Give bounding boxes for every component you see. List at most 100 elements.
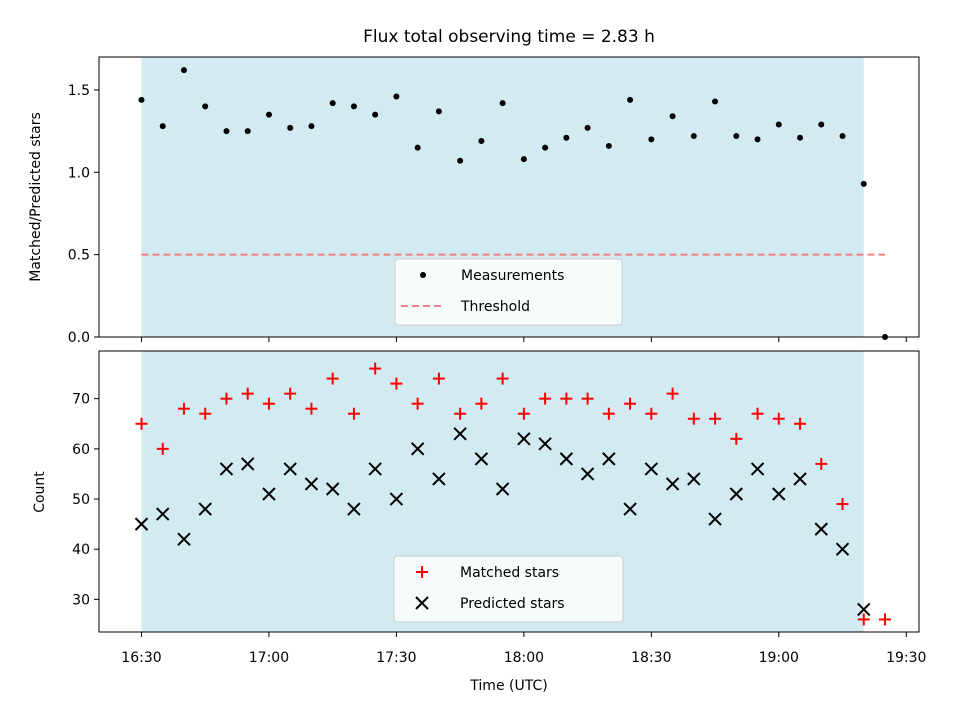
measurement-point (818, 121, 825, 128)
predicted-stars-point (580, 467, 595, 481)
predicted-stars-point (432, 472, 446, 486)
predicted-stars-point (559, 452, 574, 466)
legend-label: Threshold (460, 299, 530, 315)
top-y-tick-label: 0.5 (68, 248, 90, 264)
predicted-stars-point (177, 532, 191, 546)
bottom-y-tick-label: 70 (72, 392, 90, 408)
matched-stars-point (857, 613, 870, 626)
legend-box (393, 555, 624, 623)
matched-stars-point (177, 402, 190, 415)
matched-stars-point (539, 392, 552, 405)
matched-stars-point (454, 407, 467, 420)
predicted-stars-point (240, 457, 255, 471)
matched-stars-point (347, 407, 360, 420)
bottom-x-ticks: 16:30 17:00 17:30 18:00 18:30 19:00 19:30 (121, 632, 926, 666)
bottom-legend: Matched stars Predicted stars (393, 555, 624, 623)
matched-stars-point (794, 417, 807, 430)
measurement-point (584, 124, 591, 131)
matched-stars-point (666, 387, 679, 400)
matched-stars-point (730, 432, 743, 445)
predicted-stars-point (814, 522, 828, 536)
legend-label: Matched stars (460, 565, 559, 581)
predicted-stars-point (262, 487, 276, 501)
chart-title: Flux total observing time = 2.83 h (363, 27, 655, 47)
measurement-point (839, 133, 846, 140)
predicted-stars-point (134, 517, 149, 531)
predicted-stars-point (602, 452, 616, 466)
measurement-point (733, 133, 740, 140)
measurement-point (393, 93, 400, 100)
matched-stars-point (220, 392, 233, 405)
matched-stars-point (496, 372, 509, 385)
predicted-stars-point (708, 512, 722, 526)
predicted-stars-point (687, 472, 701, 486)
measurement-point (287, 124, 294, 131)
matched-stars-point (390, 377, 403, 390)
measurement-point (605, 142, 612, 149)
predicted-stars-point (793, 472, 807, 486)
legend-predicted-swatch (415, 596, 429, 610)
measurement-point (202, 103, 209, 110)
measurement-point (542, 144, 549, 151)
matched-stars-point (602, 407, 615, 420)
matched-stars-point (241, 387, 254, 400)
measurement-point (244, 128, 251, 135)
measurement-point (223, 128, 230, 135)
top-legend: Measurements Threshold (394, 258, 623, 326)
x-axis-label: Time (UTC) (469, 678, 547, 694)
matched-stars-point (581, 392, 594, 405)
x-tick-label: 17:00 (249, 650, 289, 666)
x-tick-label: 17:30 (376, 650, 416, 666)
measurement-point (435, 108, 442, 115)
predicted-stars-point (495, 482, 510, 496)
top-y-tick-label: 1.0 (68, 165, 90, 181)
legend-measurements-swatch (420, 272, 426, 278)
matched-stars-point (815, 457, 828, 470)
matched-stars-point (709, 412, 722, 425)
top-y-axis-label: Matched/Predicted stars (28, 112, 44, 282)
measurement-point (414, 144, 421, 151)
legend-box (394, 258, 623, 326)
measurement-point (159, 123, 166, 130)
legend-matched-swatch (416, 566, 428, 578)
x-tick-label: 16:30 (121, 650, 161, 666)
matched-stars-point (199, 407, 212, 420)
measurement-point (138, 96, 145, 103)
measurement-point (457, 157, 464, 164)
measurement-point (520, 156, 527, 163)
predicted-stars-point (283, 462, 297, 476)
top-x-ticks (140, 337, 907, 342)
measurement-point (754, 136, 761, 143)
predicted-stars-series (134, 427, 871, 617)
matched-stars-point (411, 397, 424, 410)
bottom-y-tick-label: 60 (72, 442, 90, 458)
bottom-panel: 30 40 50 60 70 16:30 17:00 17:30 18:00 18:30 19:0… (32, 350, 926, 694)
predicted-stars-point (538, 437, 552, 451)
matched-stars-point (624, 397, 637, 410)
top-y-tick-label: 1.5 (68, 83, 90, 99)
measurement-point (563, 134, 570, 141)
x-tick-label: 19:30 (886, 650, 926, 666)
matched-stars-point (879, 613, 892, 626)
bottom-axes-frame (98, 350, 920, 633)
measurement-point (180, 67, 187, 74)
x-tick-label: 18:00 (504, 650, 544, 666)
predicted-stars-point (835, 542, 850, 556)
predicted-stars-point (474, 452, 489, 466)
bottom-y-tick-label: 50 (72, 492, 90, 508)
predicted-stars-point (750, 462, 765, 476)
predicted-stars-point (304, 477, 319, 491)
bottom-y-ticks: 30 40 50 60 70 (72, 392, 99, 608)
matched-stars-point (560, 392, 573, 405)
measurement-point (329, 100, 336, 107)
predicted-stars-point (198, 502, 212, 516)
matched-stars-point (772, 412, 785, 425)
matched-stars-point (135, 417, 148, 430)
matched-stars-point (284, 387, 297, 400)
legend-label: Measurements (461, 268, 564, 284)
measurement-point (265, 111, 272, 118)
matched-stars-point (475, 397, 488, 410)
predicted-stars-point (857, 602, 871, 617)
matched-stars-point (645, 407, 658, 420)
